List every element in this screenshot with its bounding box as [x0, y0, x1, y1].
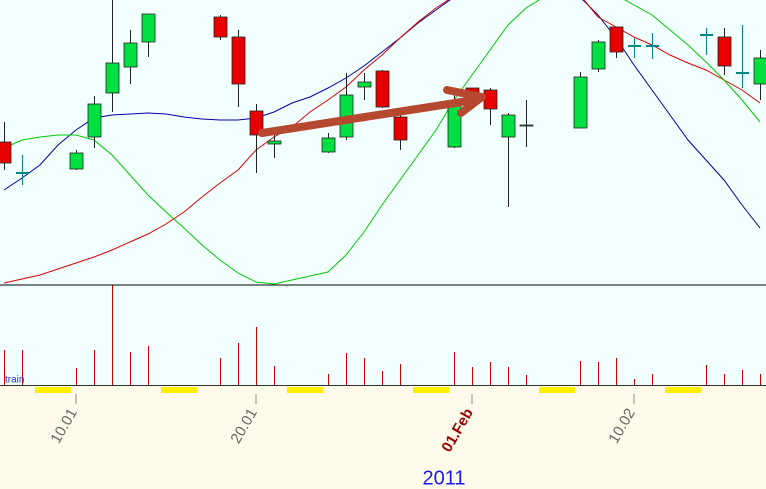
candle-body	[123, 42, 138, 68]
x-axis-label: 2011	[422, 467, 465, 489]
x-tick-label: 01.Feb	[438, 405, 476, 455]
x-tick-label: 10.02	[605, 405, 638, 446]
candle-body	[717, 36, 732, 67]
trend-arrow	[258, 86, 486, 137]
candle-body	[141, 13, 156, 43]
candle-body	[69, 152, 84, 170]
candles	[0, 0, 766, 207]
volume-pane	[4, 285, 761, 385]
candle-body	[483, 89, 498, 110]
plot-background	[0, 0, 766, 385]
candle-body	[573, 76, 588, 129]
candle-body	[87, 103, 102, 138]
candle-body	[267, 140, 282, 145]
candle-body	[321, 137, 336, 153]
x-tick-label: 20.01	[227, 405, 260, 446]
candle-body	[357, 81, 372, 88]
candle-body	[375, 70, 390, 108]
candle-body	[591, 41, 606, 70]
candle-body	[753, 57, 766, 85]
x-axis: 10.01 20.01 01.Feb 10.02	[47, 394, 639, 455]
candle-body	[213, 16, 228, 38]
candle-body	[519, 124, 534, 127]
candle-body	[609, 26, 624, 53]
weekend-markers	[35, 387, 701, 393]
candle-body	[393, 116, 408, 141]
x-tick-label: 10.01	[47, 405, 80, 446]
candle-body	[0, 141, 12, 164]
candle-body	[105, 62, 120, 94]
candle-body	[231, 36, 246, 85]
candle-body	[249, 110, 264, 136]
volume-label: train	[5, 375, 24, 386]
candle-body	[501, 114, 516, 138]
line	[3, 0, 761, 284]
